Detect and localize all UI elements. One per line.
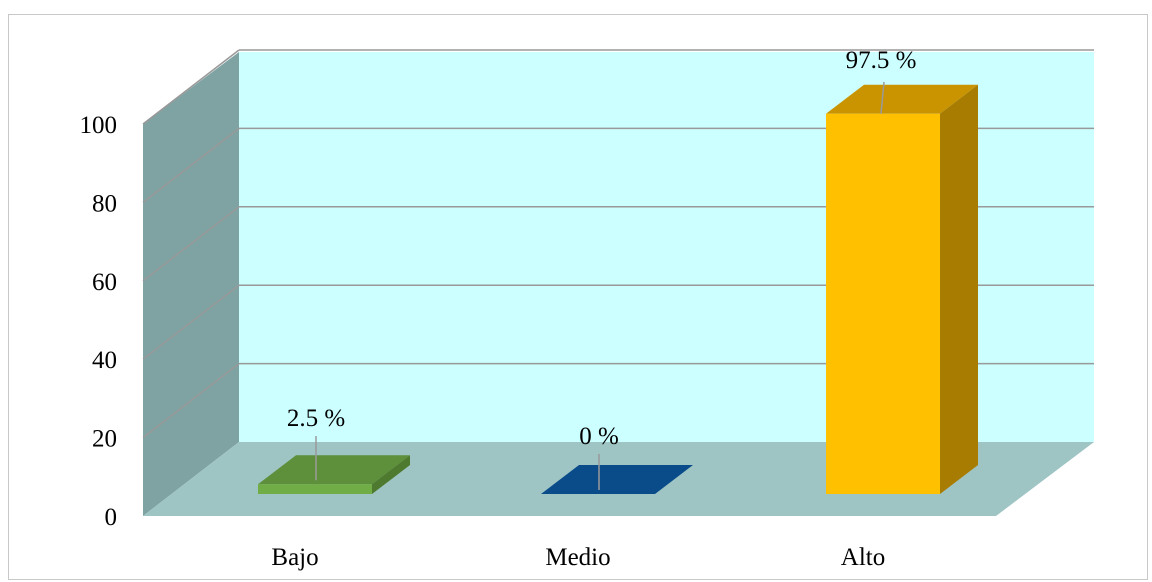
y-tick-label: 80	[92, 190, 117, 217]
y-tick-label: 0	[105, 504, 118, 531]
gridline-side	[142, 206, 240, 282]
bar-top-face	[258, 455, 410, 485]
data-label-medio: 0 %	[579, 423, 619, 450]
bar-bajo	[258, 455, 410, 494]
y-tick-label: 40	[92, 347, 117, 374]
bar-front-face	[258, 484, 372, 494]
bar-top-face	[826, 84, 978, 114]
bar-side-face	[372, 455, 410, 494]
data-labels: 2.5 % 0 % 97.5 %	[287, 47, 917, 490]
gridline-side	[142, 127, 240, 203]
bar-side-face	[940, 84, 978, 494]
gridline-side	[142, 284, 240, 360]
bar-front-face	[826, 113, 940, 494]
y-tick-label: 100	[80, 112, 118, 139]
y-tick-label: 20	[92, 426, 117, 453]
y-tick-label: 60	[92, 269, 117, 296]
y-axis-ticks: 0 20 40 60 80 100	[80, 112, 118, 531]
data-label-bajo: 2.5 %	[287, 405, 345, 432]
x-category-label: Medio	[545, 544, 610, 571]
bars	[258, 84, 978, 494]
data-label-leader	[880, 81, 885, 114]
x-axis-categories: Bajo Medio Alto	[271, 544, 885, 571]
side-wall	[143, 52, 239, 516]
x-category-label: Bajo	[271, 544, 318, 571]
gridline-side	[142, 49, 240, 125]
bar-medio	[541, 465, 693, 494]
bar-alto	[826, 84, 978, 494]
x-category-label: Alto	[841, 544, 885, 571]
data-label-alto: 97.5 %	[846, 47, 917, 74]
bar-top-face	[541, 465, 693, 494]
gridline-side	[142, 363, 240, 439]
